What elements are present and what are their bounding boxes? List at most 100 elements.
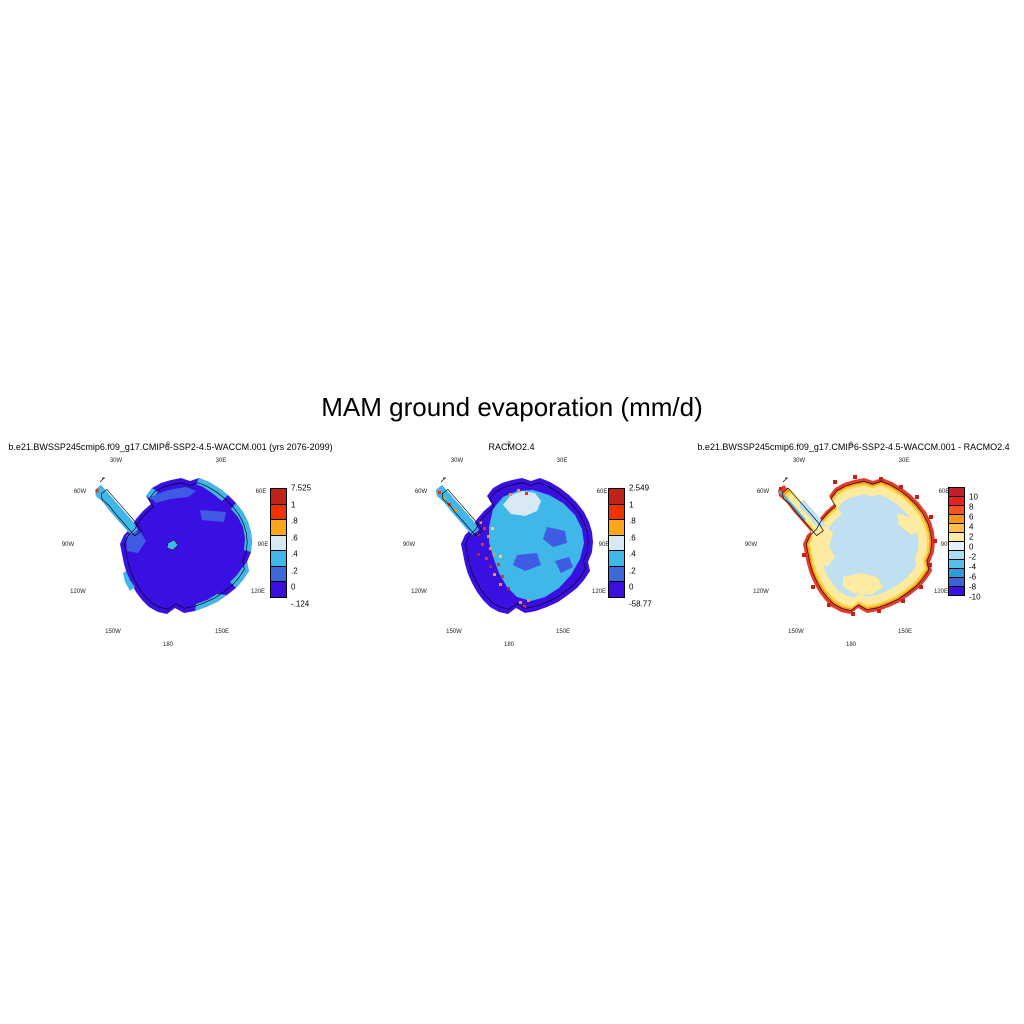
colorbar-tick-label: 2	[969, 532, 974, 542]
interior-patches-blue	[126, 487, 226, 553]
geo-label-150E: 150E	[215, 629, 229, 635]
geo-label-120W: 120W	[70, 589, 86, 595]
colorbar-segment	[270, 503, 287, 521]
geo-label-30W: 30W	[451, 458, 464, 464]
racmo-map-shape	[436, 478, 593, 614]
colorbar-segment	[608, 488, 625, 505]
colorbar-segment	[270, 519, 287, 536]
geo-label-90W: 90W	[403, 542, 416, 548]
geo-label-150E: 150E	[556, 629, 570, 635]
panel-title-racmo: RACMO2.4	[488, 442, 535, 452]
island-mark	[440, 477, 446, 483]
colorbar-tick-label: 2.549	[629, 483, 650, 493]
geo-label-150W: 150W	[446, 629, 462, 635]
geo-label-120W: 120W	[753, 589, 769, 595]
colorbar-tick-label: 0	[969, 542, 974, 552]
colorbar-tick-label: .6	[629, 533, 636, 543]
geo-label-180: 180	[504, 642, 515, 648]
colorbar-tick-label: 10	[969, 492, 978, 502]
colorbar-segment	[608, 519, 625, 536]
geo-label-60W: 60W	[415, 489, 428, 495]
geo-label-0: 0	[166, 442, 170, 448]
geo-label-60W: 60W	[74, 489, 87, 495]
colorbar-tick-label: -6	[969, 572, 977, 582]
geo-label-60E: 60E	[256, 489, 267, 495]
geo-label-0: 0	[849, 442, 853, 448]
geo-label-60E: 60E	[939, 489, 950, 495]
colorbar-segment	[608, 550, 625, 567]
colorbar-racmo	[608, 488, 625, 598]
geo-label-180: 180	[846, 642, 857, 648]
colorbar-segment	[270, 550, 287, 567]
panel-racmo: 0 30W 30E 60W 60E 90W 90E 120W 120E 150W 150E 180 R…	[341, 435, 682, 670]
colorbar-tick-label: .4	[629, 549, 636, 559]
colorbar-tick-label: -8	[969, 582, 977, 592]
map-racmo: 0 30W 30E 60W 60E 90W 90E 120W 120E 150W 150E 180	[403, 442, 610, 648]
colorbar-tick-label: .8	[629, 516, 636, 526]
plateau-blue-patches	[513, 527, 573, 573]
geo-label-90W: 90W	[745, 542, 758, 548]
geo-label-120E: 120E	[251, 589, 265, 595]
geo-label-120W: 120W	[411, 589, 427, 595]
difference-map-shape	[778, 475, 937, 616]
colorbar-tick-label: -.124	[291, 599, 310, 609]
geo-label-120E: 120E	[592, 589, 606, 595]
geo-label-150W: 150W	[105, 629, 121, 635]
panel-title-model: b.e21.BWSSP245cmip6.f09_g17.CMIP6-SSP2-4…	[8, 442, 333, 452]
geo-label-30W: 30W	[110, 458, 123, 464]
colorbar-tick-label: -2	[969, 552, 977, 562]
colorbar-tick-label: .2	[291, 566, 298, 576]
geo-label-150W: 150W	[788, 629, 804, 635]
panel-title-difference: b.e21.BWSSP245cmip6.f09_g17.CMIP6-SSP2-4…	[697, 442, 1010, 452]
colorbar-tick-label: 0	[629, 582, 634, 592]
colorbar-tick-label: 6	[969, 512, 974, 522]
colorbar-segment	[270, 488, 287, 505]
colorbar-tick-label: .8	[291, 516, 298, 526]
colorbar-tick-label: .2	[629, 566, 636, 576]
colorbar-segment	[270, 534, 287, 552]
geo-label-90E: 90E	[258, 542, 269, 548]
geo-label-150E: 150E	[898, 629, 912, 635]
map-difference: 0 30W 30E 60W 60E 90W 90E 120W 120E 150W 150E 180	[745, 442, 952, 648]
island-mark	[782, 477, 788, 483]
island-mark	[99, 477, 105, 483]
geo-label-90W: 90W	[62, 542, 75, 548]
colorbar-segment	[608, 581, 625, 598]
colorbar-model	[270, 488, 287, 598]
map-model: 0 30W 30E 60W 60E 90W 90E 120W 120E 150W 150E 180	[62, 442, 269, 648]
geo-label-30E: 30E	[899, 458, 910, 464]
colorbar-tick-label: 4	[969, 522, 974, 532]
pale-patch	[503, 491, 541, 516]
geo-label-60E: 60E	[597, 489, 608, 495]
colorbar-segment	[608, 565, 625, 583]
colorbar-tick-label: 0	[291, 582, 296, 592]
colorbar-segment	[608, 534, 625, 552]
geo-label-120E: 120E	[934, 589, 948, 595]
colorbar-segment	[270, 565, 287, 583]
figure-title: MAM ground evaporation (mm/d)	[321, 392, 703, 422]
geo-label-30W: 30W	[793, 458, 806, 464]
geo-label-30E: 30E	[216, 458, 227, 464]
panel-difference: 0 30W 30E 60W 60E 90W 90E 120W 120E 150W 150E 180 b…	[683, 435, 1024, 670]
geo-label-30E: 30E	[557, 458, 568, 464]
panel-model: 0 30W 30E 60W 60E 90W 90E 120W 120E 150W 150E 180 b…	[0, 435, 341, 670]
plateau-cyan	[489, 490, 584, 601]
colorbar-segment	[608, 503, 625, 521]
colorbar-segment	[948, 586, 965, 596]
coastal-darkred-spots	[779, 475, 937, 616]
west-antarctica-speckles	[438, 489, 530, 608]
geo-label-0: 0	[507, 442, 511, 448]
peninsula-hotspot	[96, 489, 99, 493]
colorbar-tick-label: 1	[629, 500, 634, 510]
colorbar-tick-label: -4	[969, 562, 977, 572]
colorbar-tick-label: -58.77	[629, 599, 652, 609]
geo-label-90E: 90E	[599, 542, 610, 548]
geo-label-90E: 90E	[941, 542, 952, 548]
colorbar-tick-label: 1	[291, 500, 296, 510]
colorbar-difference	[948, 487, 965, 596]
geo-label-60W: 60W	[757, 489, 770, 495]
colorbar-tick-label: .4	[291, 549, 298, 559]
colorbar-tick-label: .6	[291, 533, 298, 543]
colorbar-tick-label: 7.525	[291, 483, 312, 493]
